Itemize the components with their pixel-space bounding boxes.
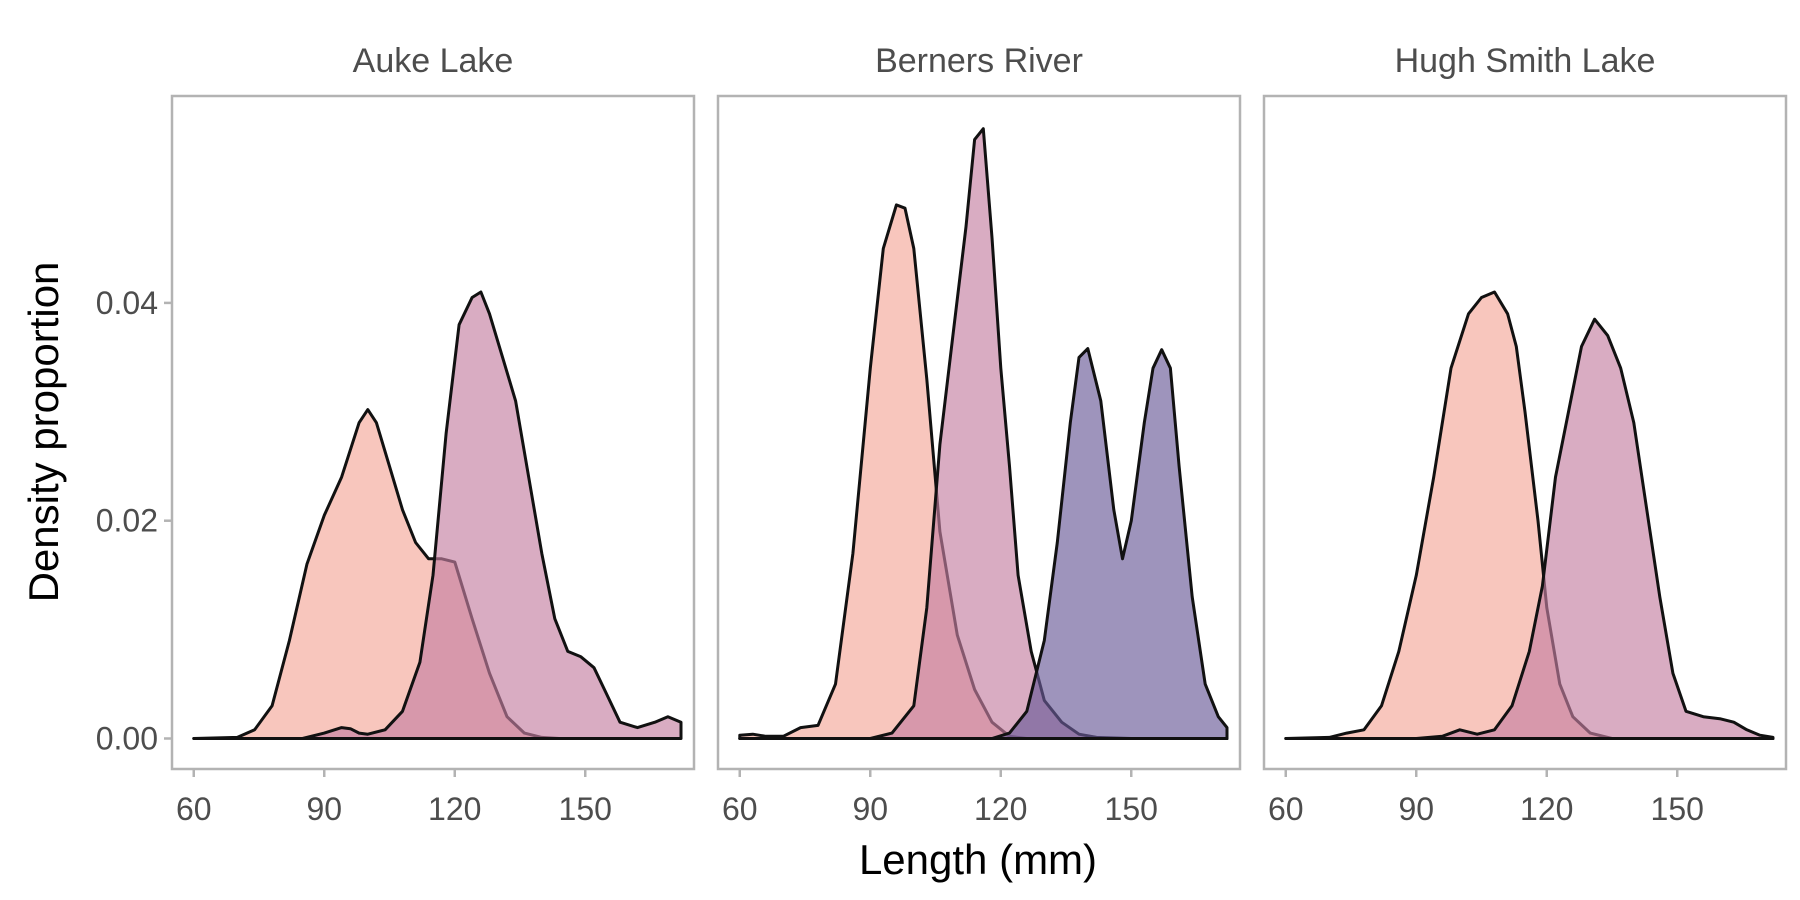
x-tick-label: 120 <box>974 791 1027 827</box>
y-tick-label: 0.04 <box>96 285 158 321</box>
panel-border <box>170 94 696 771</box>
x-tick-label: 90 <box>852 791 888 827</box>
x-axis-title: Length (mm) <box>859 836 1097 883</box>
facet-panel: Auke Lake 60 90 120 150 <box>170 42 696 827</box>
y-axis: 0.00 0.02 0.04 <box>96 285 172 757</box>
facet-title: Berners River <box>875 42 1083 80</box>
y-tick-label: 0.00 <box>96 721 158 757</box>
panel-border <box>716 94 1242 771</box>
x-tick-label: 60 <box>722 791 758 827</box>
x-tick-label: 90 <box>1398 791 1434 827</box>
facet-panel: Hugh Smith Lake 60 90 120 150 <box>1262 42 1788 827</box>
x-tick-label: 120 <box>428 791 481 827</box>
density-area <box>192 290 683 740</box>
facet-panel: Berners River 60 90 120 150 <box>716 42 1242 827</box>
panel-border <box>1262 94 1788 771</box>
facet-panels: Auke Lake 60 90 120 150 Berners River 60 90 120 1… <box>170 42 1788 827</box>
density-area <box>1284 317 1775 740</box>
x-tick-label: 60 <box>1268 791 1304 827</box>
density-area <box>738 347 1229 740</box>
facet-title: Hugh Smith Lake <box>1395 42 1656 80</box>
x-tick-label: 120 <box>1520 791 1573 827</box>
x-tick-label: 60 <box>176 791 212 827</box>
y-tick-label: 0.02 <box>96 503 158 539</box>
x-tick-label: 150 <box>559 791 612 827</box>
x-tick-label: 150 <box>1651 791 1704 827</box>
y-axis-title: Density proportion <box>20 262 67 603</box>
x-tick-label: 150 <box>1105 791 1158 827</box>
x-tick-label: 90 <box>306 791 342 827</box>
facet-title: Auke Lake <box>353 42 514 80</box>
